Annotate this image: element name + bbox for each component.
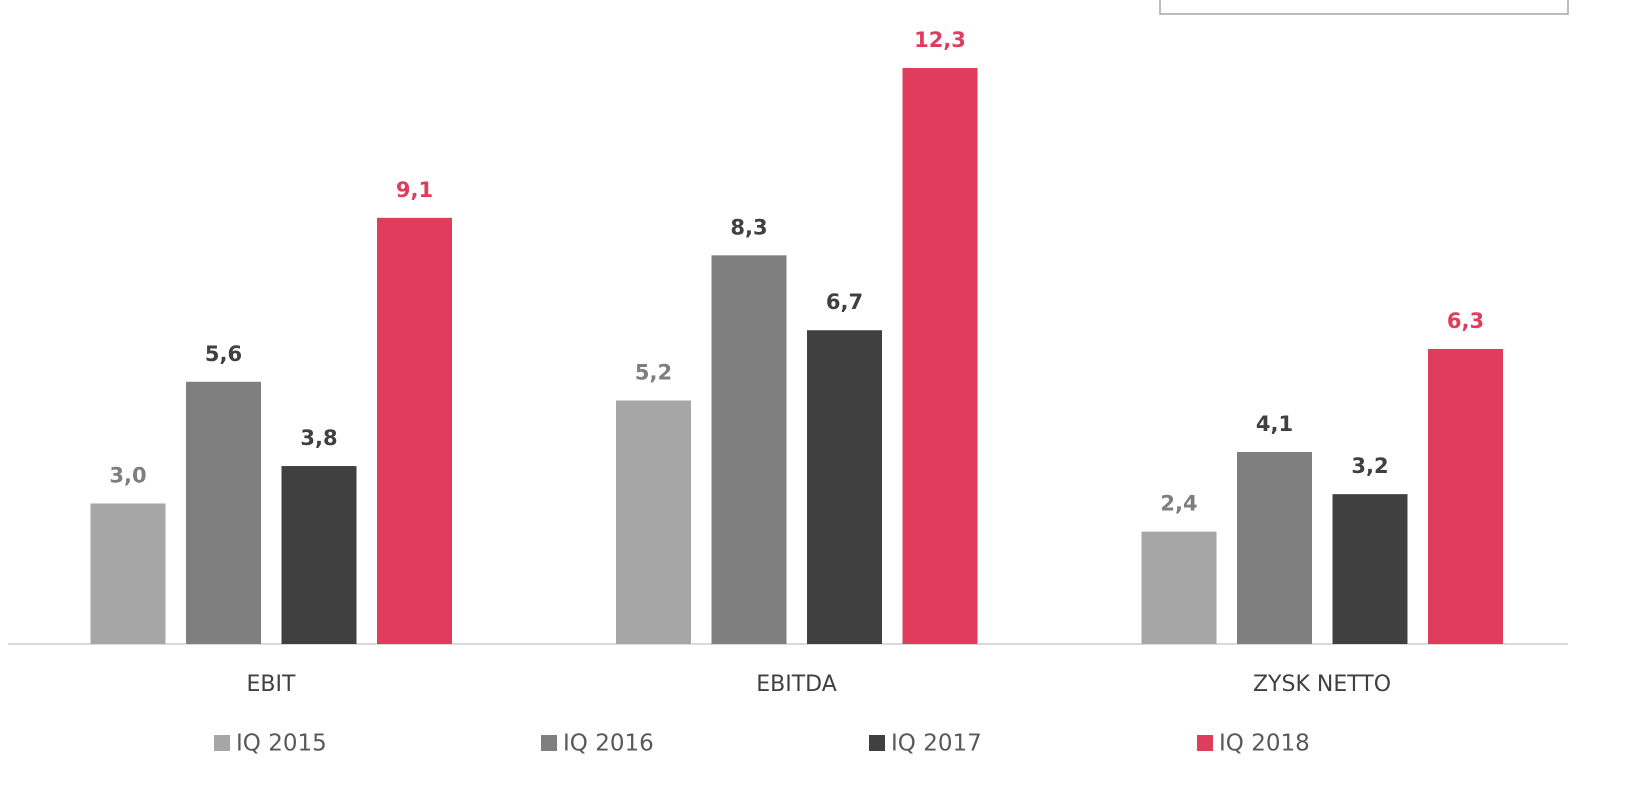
bar [711, 255, 787, 644]
legend-label: IQ 2018 [1219, 731, 1310, 757]
legend-label: IQ 2016 [563, 731, 654, 757]
bar [807, 330, 882, 644]
bar [616, 400, 691, 644]
value-label: 3,0 [109, 464, 146, 488]
value-label: 5,6 [205, 342, 242, 366]
frame-box [1159, 0, 1569, 15]
bar [377, 217, 452, 645]
bar [1141, 531, 1217, 644]
legend-label: IQ 2015 [236, 731, 327, 757]
legend-swatch [541, 735, 557, 751]
value-label: 3,8 [300, 426, 337, 450]
bar [902, 68, 978, 644]
value-label: 6,3 [1447, 309, 1484, 333]
value-label: 5,2 [635, 360, 672, 384]
bar [90, 503, 166, 644]
bar [186, 381, 261, 644]
value-label: 3,2 [1351, 454, 1388, 478]
x-tick-label: ZYSK NETTO [1253, 672, 1391, 697]
value-label: 9,1 [396, 178, 433, 202]
value-label: 8,3 [730, 215, 767, 239]
bar [1332, 494, 1408, 644]
bar [1428, 348, 1503, 644]
value-label: 12,3 [914, 28, 966, 52]
legend-label: IQ 2017 [891, 731, 982, 757]
value-label: 6,7 [826, 290, 863, 314]
legend-swatch [1197, 735, 1213, 751]
x-tick-label: EBITDA [756, 672, 837, 697]
legend-swatch [869, 735, 885, 751]
value-label: 4,1 [1256, 412, 1293, 436]
bar [281, 466, 357, 644]
value-label: 2,4 [1160, 492, 1197, 516]
legend-swatch [214, 735, 230, 751]
x-tick-label: EBIT [247, 672, 296, 697]
bar [1237, 452, 1312, 644]
